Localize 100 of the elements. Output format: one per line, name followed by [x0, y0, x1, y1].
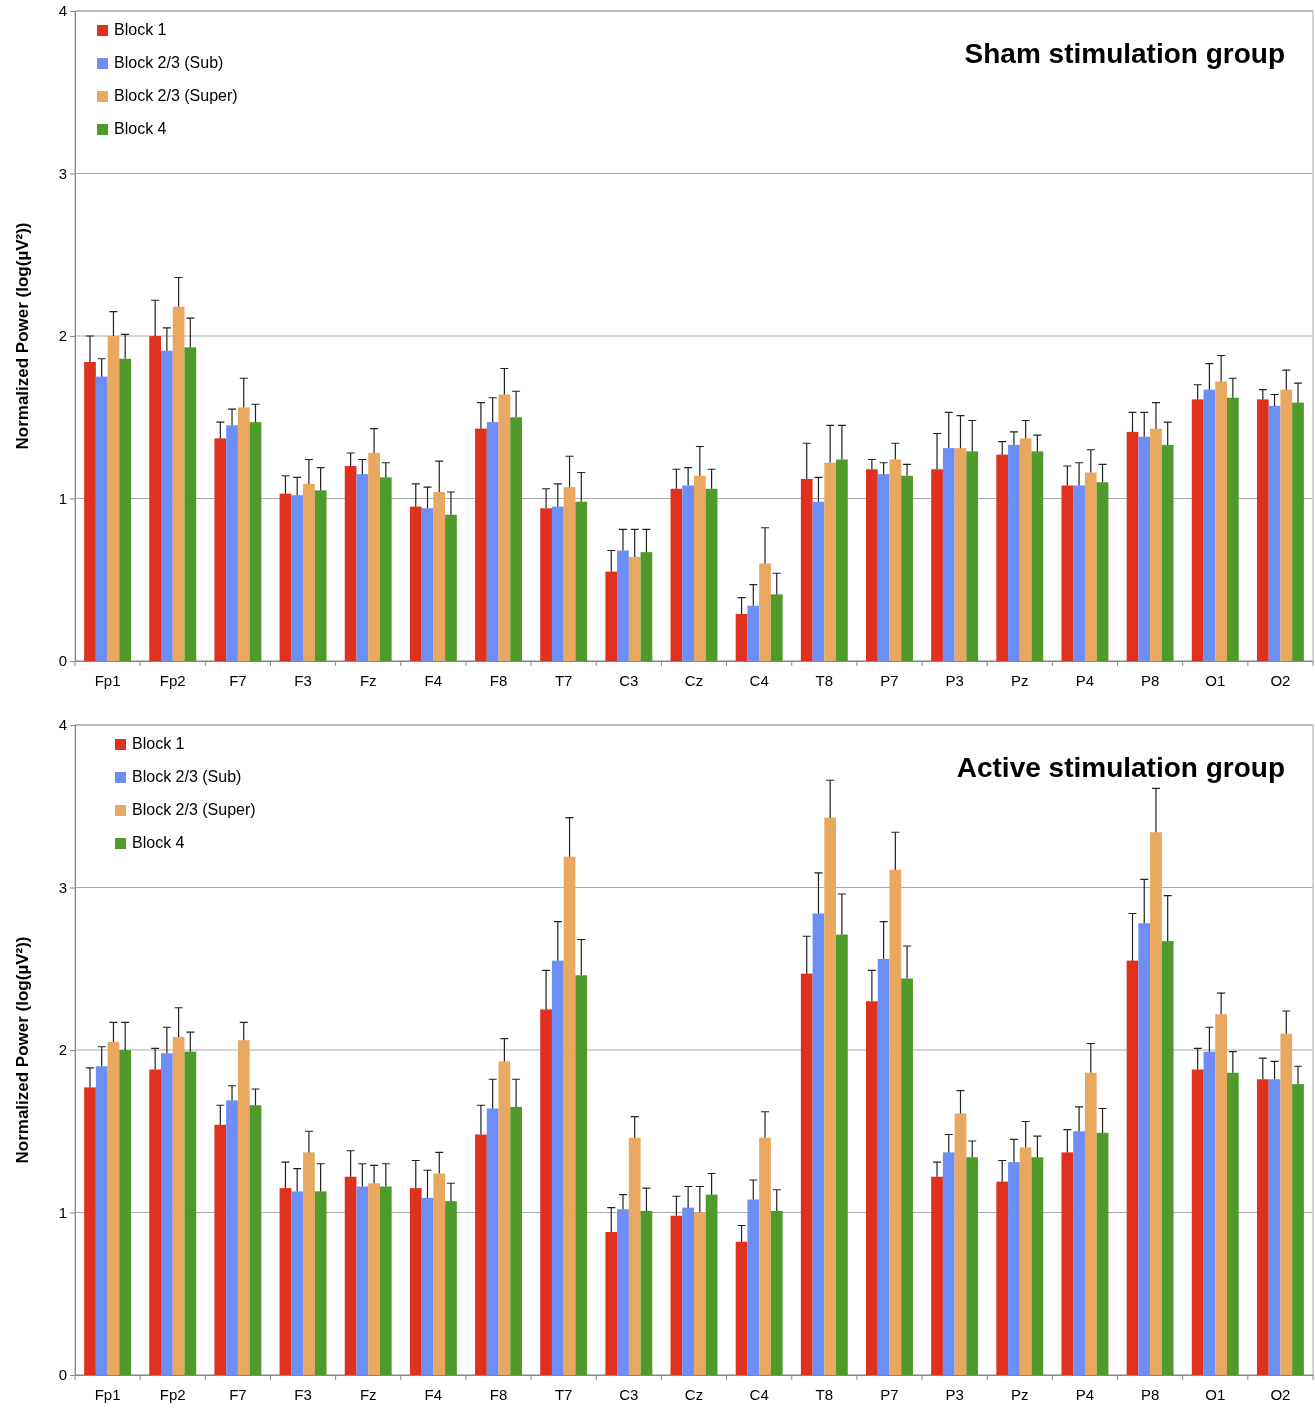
bar	[1126, 960, 1139, 1375]
bar	[1256, 399, 1269, 661]
legend-label: Block 2/3 (Sub)	[132, 768, 242, 785]
bar	[954, 1113, 967, 1376]
bar	[1268, 1079, 1281, 1375]
bar	[824, 817, 837, 1375]
bar	[1191, 1069, 1204, 1375]
x-tick-label: F4	[424, 1385, 443, 1403]
bar	[931, 1176, 943, 1375]
bar	[291, 1191, 304, 1376]
x-tick-label: C3	[619, 1385, 639, 1403]
bar	[1008, 444, 1020, 661]
y-tick-label: 0	[58, 652, 67, 670]
x-tick-label: Fp2	[159, 1385, 186, 1403]
bar	[551, 960, 564, 1375]
x-tick-label: P3	[945, 671, 964, 689]
x-tick-label: F3	[294, 671, 312, 689]
y-tick-label: 3	[58, 164, 67, 182]
bar	[498, 394, 511, 661]
legend-label: Block 1	[132, 735, 185, 752]
bar	[1150, 832, 1162, 1375]
bar	[379, 477, 392, 661]
y-tick-label: 2	[58, 1041, 67, 1059]
bar	[1138, 436, 1151, 661]
bar	[735, 1241, 748, 1375]
bar	[877, 959, 890, 1375]
x-tick-label: T8	[815, 671, 834, 689]
bar	[1138, 923, 1151, 1375]
bar	[344, 1176, 357, 1375]
bar	[836, 934, 848, 1375]
bar	[605, 1232, 618, 1375]
bar	[1019, 438, 1032, 661]
bar	[95, 376, 108, 661]
bar	[1268, 405, 1281, 661]
x-tick-label: Cz	[684, 671, 704, 689]
bar	[682, 1207, 694, 1375]
bar	[344, 466, 357, 661]
x-tick-label: Pz	[1011, 1385, 1029, 1403]
bar	[759, 563, 771, 661]
y-tick-label: 4	[58, 2, 67, 20]
bar	[1073, 1131, 1085, 1375]
bar	[640, 552, 653, 661]
bar	[800, 973, 813, 1375]
bar	[770, 594, 783, 661]
bar	[184, 1051, 197, 1375]
bar	[617, 1209, 629, 1375]
bar	[314, 1191, 327, 1376]
bar	[149, 1069, 162, 1375]
bar	[433, 492, 446, 661]
bar	[770, 1210, 783, 1376]
x-tick-label: O2	[1270, 671, 1291, 689]
bar	[510, 1106, 522, 1376]
bar	[498, 1061, 511, 1376]
bar	[107, 336, 120, 661]
bar	[1084, 472, 1097, 661]
x-tick-label: Fp1	[94, 671, 121, 689]
y-tick-label: 3	[58, 878, 67, 896]
x-tick-label: P8	[1140, 671, 1160, 689]
bar	[486, 1108, 499, 1375]
x-tick-label: Fp1	[94, 1385, 121, 1403]
x-tick-label: P8	[1140, 1385, 1160, 1403]
bar	[84, 362, 96, 661]
bar	[1096, 1132, 1109, 1376]
bar	[605, 571, 618, 661]
bar	[1292, 402, 1304, 661]
bar	[628, 557, 641, 661]
bar	[303, 1152, 315, 1376]
bar	[705, 1194, 718, 1375]
bar	[1215, 381, 1227, 661]
bar	[119, 358, 132, 661]
x-tick-label: F8	[489, 671, 508, 689]
bar	[314, 490, 327, 661]
x-tick-label: Fp2	[159, 671, 186, 689]
bar	[540, 1009, 552, 1376]
bar	[942, 448, 955, 661]
bar	[249, 422, 262, 661]
bar	[1061, 485, 1074, 661]
bar	[226, 1100, 238, 1376]
bar	[889, 459, 902, 661]
x-tick-label: P4	[1075, 1385, 1095, 1403]
x-tick-label: F7	[229, 671, 247, 689]
legend-label: Block 4	[132, 834, 185, 851]
bar	[966, 451, 979, 661]
legend-label: Block 2/3 (Super)	[132, 801, 256, 818]
bar	[682, 485, 694, 661]
bar	[445, 1201, 457, 1375]
bar	[759, 1137, 771, 1375]
bar	[931, 469, 943, 661]
bar	[475, 1134, 487, 1375]
bar	[901, 475, 913, 661]
x-tick-label: O2	[1270, 1385, 1291, 1403]
bar	[954, 448, 967, 661]
bar	[1280, 389, 1293, 661]
bar	[1203, 389, 1216, 661]
bar	[1226, 1072, 1239, 1375]
bar	[237, 1040, 250, 1375]
x-tick-label: Fz	[359, 671, 377, 689]
bar	[889, 869, 902, 1375]
bar	[866, 1001, 878, 1375]
bar	[184, 347, 197, 661]
